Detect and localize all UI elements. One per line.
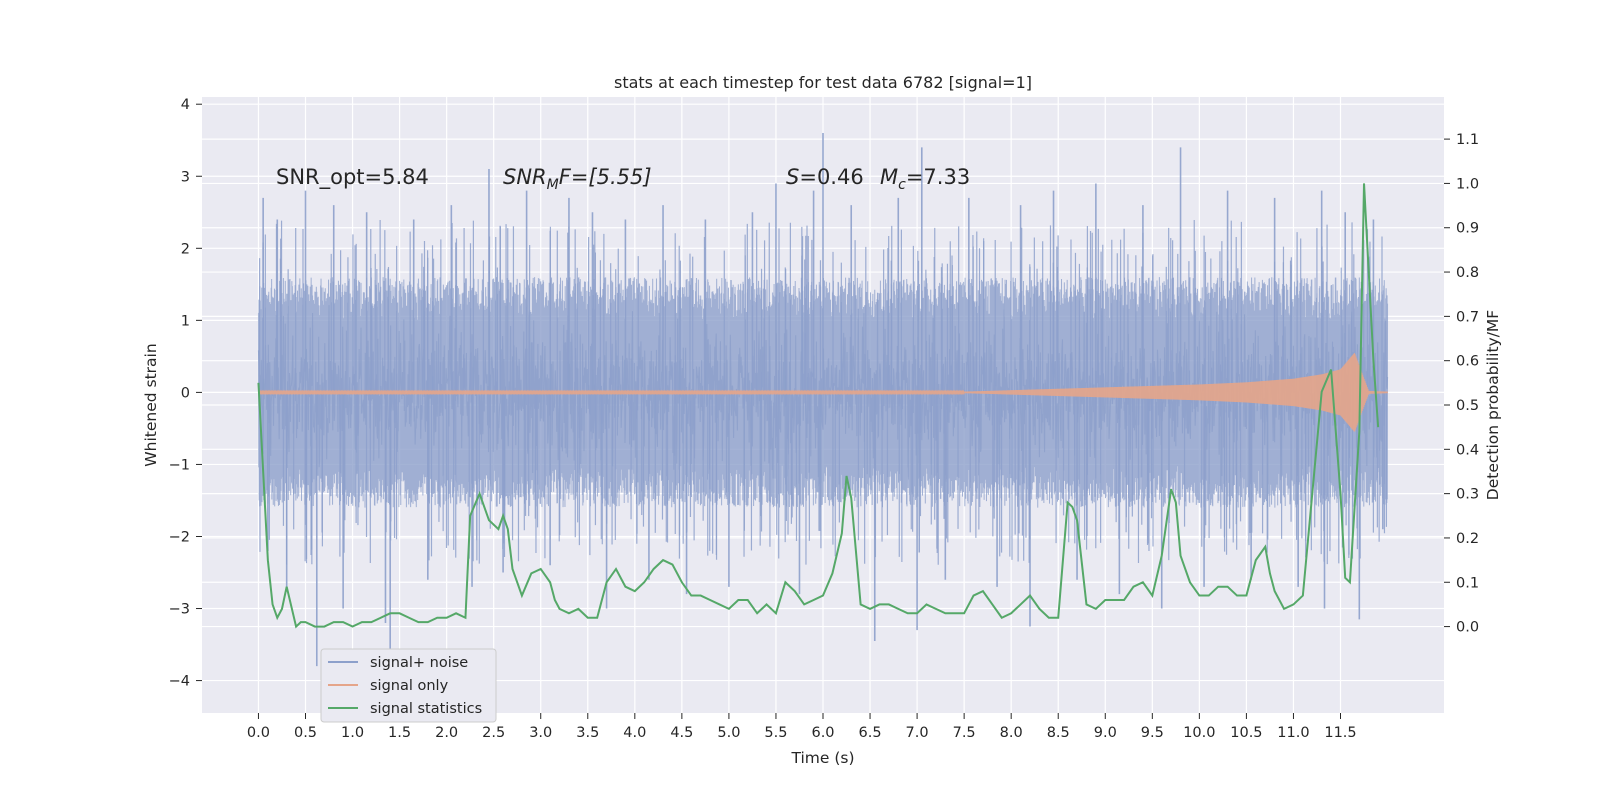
annotation-mc-main: M <box>880 165 898 189</box>
x-tick-label: 8.0 <box>1000 725 1023 741</box>
x-tick-label: 11.0 <box>1277 725 1309 741</box>
x-tick-label: 5.0 <box>717 725 740 741</box>
x-tick-label: 7.0 <box>906 725 929 741</box>
legend-label-signal-noise: signal+ noise <box>370 655 468 671</box>
x-tick-label: 9.5 <box>1141 725 1164 741</box>
x-tick-label: 10.5 <box>1230 725 1262 741</box>
x-tick-label: 11.5 <box>1324 725 1356 741</box>
annotation-s-value: =0.46 <box>799 165 863 189</box>
axes-layer: 0.0 0.5 1.0 1.5 2.0 2.5 3.0 3.5 4.0 4.5 5.0 5.5 6.0 6… <box>169 97 1479 741</box>
y-axis-label: Whitened strain <box>142 343 160 466</box>
y-tick-label: −2 <box>169 529 190 545</box>
series-signal-statistics <box>257 183 1380 629</box>
y-right-tick-label: 0.8 <box>1456 265 1479 281</box>
annotation-snr-mf: SNRMF=[5.55] <box>503 165 652 193</box>
x-tick-label: 3.5 <box>576 725 599 741</box>
x-tick-label: 9.0 <box>1094 725 1117 741</box>
x-axis-label: Time (s) <box>790 749 854 767</box>
annotation-s: S=0.46 <box>786 165 864 189</box>
y-axis-right-label: Detection probability/MF <box>1484 310 1502 501</box>
annotation-snr-mf-rest: F=[5.55] <box>559 165 652 189</box>
y-tick-label: −4 <box>169 674 190 690</box>
x-tick-label: 2.0 <box>435 725 458 741</box>
y-right-tick-label: 0.5 <box>1456 398 1479 414</box>
x-tick-label: 8.5 <box>1047 725 1070 741</box>
x-tick-label: 4.5 <box>670 725 693 741</box>
series-layer <box>257 133 1389 667</box>
y-tick-label: 2 <box>181 241 190 257</box>
y-right-tick-label: 0.6 <box>1456 354 1479 370</box>
x-tick-label: 6.5 <box>859 725 882 741</box>
legend: signal+ noise signal only signal statist… <box>320 648 497 723</box>
x-tick-label: 0.5 <box>294 725 317 741</box>
annotation-s-label: S <box>786 165 799 189</box>
y-tick-label: 1 <box>181 313 190 329</box>
chart-title: stats at each timestep for test data 678… <box>614 73 1032 92</box>
legend-label-signal-statistics: signal statistics <box>370 701 482 717</box>
x-tick-label: 1.5 <box>388 725 411 741</box>
series-signal-only <box>257 352 1389 432</box>
x-tick-label: 5.5 <box>764 725 787 741</box>
y-tick-label: 4 <box>181 97 190 113</box>
y-right-tick-label: 1.0 <box>1456 176 1479 192</box>
y-tick-label: 3 <box>181 169 190 185</box>
annotation-snr-opt: SNR_opt=5.84 <box>276 165 429 190</box>
annotation-mc: Mc=7.33 <box>880 165 970 193</box>
y-right-tick-label: 0.2 <box>1456 531 1479 547</box>
y-tick-label: −3 <box>169 602 190 618</box>
x-tick-label: 4.0 <box>623 725 646 741</box>
annotation-mc-value: =7.33 <box>906 165 970 189</box>
x-tick-label: 10.0 <box>1183 725 1215 741</box>
y-right-tick-label: 0.4 <box>1456 442 1479 458</box>
legend-box <box>320 648 497 723</box>
y-tick-label: 0 <box>181 385 190 401</box>
annotation-snr-mf-main: SNR <box>503 165 547 189</box>
legend-label-signal-only: signal only <box>370 678 449 694</box>
annotation-snr-mf-sub: M <box>547 177 559 193</box>
y-right-tick-label: 0.7 <box>1456 309 1479 325</box>
y-right-tick-label: 0.9 <box>1456 221 1479 237</box>
x-tick-label: 6.0 <box>811 725 834 741</box>
x-tick-label: 1.0 <box>341 725 364 741</box>
y-right-tick-label: 0.0 <box>1456 620 1479 636</box>
annotation-mc-sub: c <box>898 177 906 193</box>
y-right-tick-label: 0.1 <box>1456 575 1479 591</box>
x-tick-label: 3.0 <box>529 725 552 741</box>
y-tick-label: −1 <box>169 457 190 473</box>
x-tick-label: 7.5 <box>953 725 976 741</box>
x-tick-label: 0.0 <box>247 725 270 741</box>
x-tick-label: 2.5 <box>482 725 505 741</box>
y-right-tick-label: 0.3 <box>1456 487 1479 503</box>
series-group <box>257 133 1389 667</box>
y-right-tick-label: 1.1 <box>1456 132 1479 148</box>
